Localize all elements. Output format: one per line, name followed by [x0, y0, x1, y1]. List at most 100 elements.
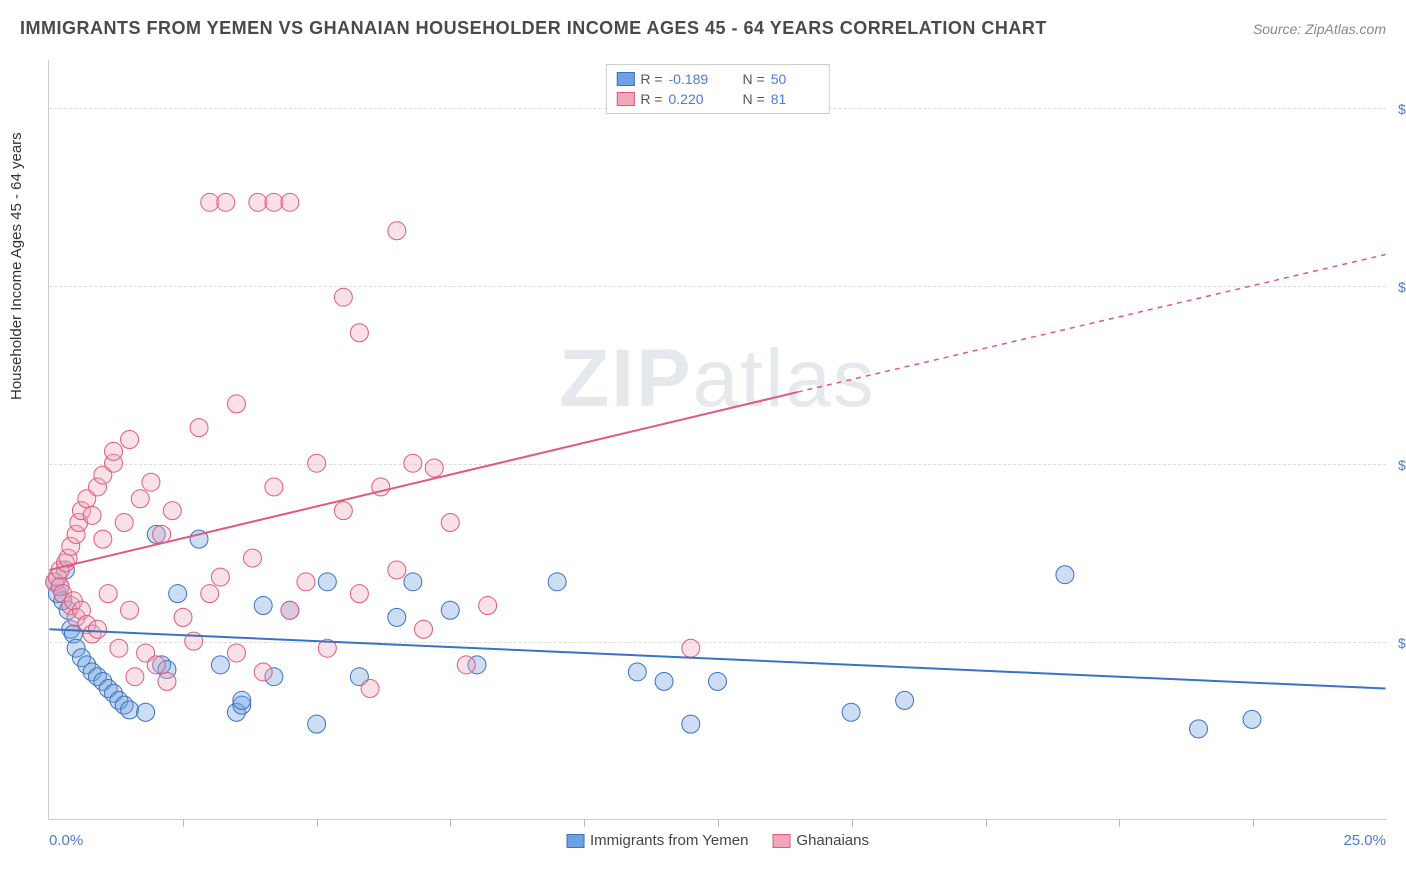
swatch-ghanaians-icon	[616, 92, 634, 106]
n-label: N =	[743, 71, 765, 87]
x-tick	[1119, 819, 1120, 827]
y-axis-label: Householder Income Ages 45 - 64 years	[8, 132, 25, 400]
r-value-ghanaians: 0.220	[669, 91, 717, 107]
data-point	[655, 672, 673, 690]
data-point	[548, 573, 566, 591]
swatch-ghanaians-icon	[772, 834, 790, 848]
data-point	[361, 680, 379, 698]
data-point	[131, 490, 149, 508]
n-label: N =	[743, 91, 765, 107]
x-axis-max-label: 25.0%	[1343, 832, 1386, 849]
data-point	[350, 585, 368, 603]
data-point	[201, 585, 219, 603]
data-point	[121, 701, 139, 719]
data-point	[334, 502, 352, 520]
r-label: R =	[640, 91, 662, 107]
data-point	[425, 459, 443, 477]
y-tick-label: $150,000	[1390, 457, 1406, 473]
y-tick-label: $75,000	[1390, 635, 1406, 651]
data-point	[1056, 566, 1074, 584]
x-tick	[718, 819, 719, 827]
data-point	[308, 715, 326, 733]
data-point	[115, 514, 133, 532]
data-point	[142, 473, 160, 491]
title-bar: IMMIGRANTS FROM YEMEN VS GHANAIAN HOUSEH…	[20, 18, 1386, 39]
data-point	[682, 715, 700, 733]
legend-stats-row-yemen: R = -0.189 N = 50	[616, 69, 818, 89]
x-tick	[986, 819, 987, 827]
data-point	[83, 506, 101, 524]
legend-item-yemen: Immigrants from Yemen	[566, 832, 748, 849]
data-point	[388, 222, 406, 240]
chart-title: IMMIGRANTS FROM YEMEN VS GHANAIAN HOUSEH…	[20, 18, 1047, 39]
data-point	[201, 193, 219, 211]
n-value-ghanaians: 81	[771, 91, 819, 107]
source-label: Source: ZipAtlas.com	[1253, 21, 1386, 37]
data-point	[318, 573, 336, 591]
data-point	[174, 608, 192, 626]
data-point	[88, 620, 106, 638]
data-point	[153, 525, 171, 543]
legend-item-ghanaians: Ghanaians	[772, 832, 869, 849]
data-point	[441, 514, 459, 532]
legend-series: Immigrants from Yemen Ghanaians	[566, 832, 869, 849]
data-point	[404, 454, 422, 472]
legend-stats-box: R = -0.189 N = 50 R = 0.220 N = 81	[605, 64, 829, 114]
data-point	[388, 561, 406, 579]
data-point	[709, 672, 727, 690]
data-point	[308, 454, 326, 472]
data-point	[1190, 720, 1208, 738]
data-point	[99, 585, 117, 603]
data-point	[682, 639, 700, 657]
trend-line-extension	[798, 254, 1386, 392]
n-value-yemen: 50	[771, 71, 819, 87]
y-tick-label: $300,000	[1390, 101, 1406, 117]
data-point	[217, 193, 235, 211]
y-tick-label: $225,000	[1390, 279, 1406, 295]
plot-area: ZIPatlas $75,000$150,000$225,000$300,000…	[48, 60, 1386, 820]
data-point	[211, 568, 229, 586]
data-point	[227, 395, 245, 413]
data-point	[126, 668, 144, 686]
x-tick	[584, 819, 585, 827]
scatter-svg	[49, 60, 1386, 819]
trend-line	[49, 392, 797, 570]
data-point	[479, 597, 497, 615]
data-point	[163, 502, 181, 520]
x-tick	[852, 819, 853, 827]
data-point	[110, 639, 128, 657]
x-axis-min-label: 0.0%	[49, 832, 83, 849]
data-point	[94, 530, 112, 548]
data-point	[265, 193, 283, 211]
data-point	[227, 644, 245, 662]
data-point	[388, 608, 406, 626]
legend-label-yemen: Immigrants from Yemen	[590, 832, 748, 849]
data-point	[249, 193, 267, 211]
x-tick	[450, 819, 451, 827]
data-point	[233, 691, 251, 709]
data-point	[1243, 710, 1261, 728]
data-point	[190, 419, 208, 437]
chart-container: IMMIGRANTS FROM YEMEN VS GHANAIAN HOUSEH…	[0, 0, 1406, 892]
data-point	[628, 663, 646, 681]
data-point	[137, 703, 155, 721]
data-point	[121, 601, 139, 619]
data-point	[297, 573, 315, 591]
x-tick	[183, 819, 184, 827]
r-value-yemen: -0.189	[669, 71, 717, 87]
legend-stats-row-ghanaians: R = 0.220 N = 81	[616, 89, 818, 109]
data-point	[441, 601, 459, 619]
swatch-yemen-icon	[616, 72, 634, 86]
data-point	[265, 478, 283, 496]
data-point	[415, 620, 433, 638]
data-point	[842, 703, 860, 721]
x-tick	[317, 819, 318, 827]
data-point	[281, 601, 299, 619]
legend-label-ghanaians: Ghanaians	[796, 832, 869, 849]
x-tick	[1253, 819, 1254, 827]
data-point	[334, 288, 352, 306]
data-point	[254, 597, 272, 615]
data-point	[211, 656, 229, 674]
data-point	[244, 549, 262, 567]
data-point	[147, 656, 165, 674]
